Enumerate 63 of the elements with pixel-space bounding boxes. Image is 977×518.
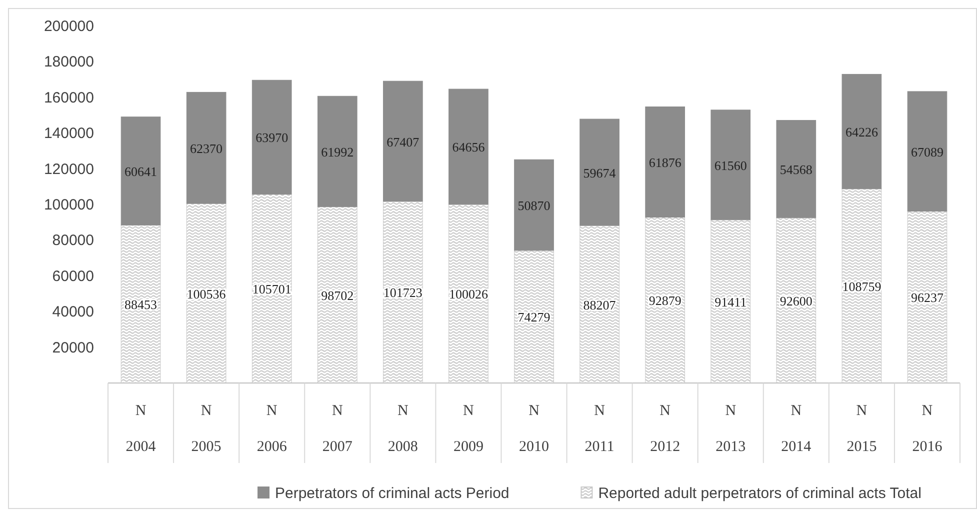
bar (907, 91, 948, 212)
data-label: 62370 (190, 140, 223, 156)
data-label: 61560 (714, 158, 747, 173)
data-label: 63970 (256, 130, 288, 146)
bar (120, 116, 161, 226)
data-label: 50870 (518, 198, 550, 214)
bar (186, 92, 226, 204)
y-tick-label: 100000 (44, 196, 94, 214)
bar (645, 106, 685, 218)
data-label: 59674 (583, 165, 616, 180)
y-tick-label: 20000 (52, 339, 94, 356)
data-label: 88207 (583, 297, 616, 312)
bar (317, 96, 358, 208)
data-label: 92879 (648, 293, 682, 308)
category-label: N 2016 (912, 403, 942, 455)
y-tick-label: 180000 (44, 54, 94, 71)
category-label: N 2014 (781, 403, 812, 455)
y-tick-label: 200000 (44, 18, 94, 35)
bar (252, 80, 292, 195)
data-label: 101723 (383, 285, 422, 300)
data-label: 100536 (186, 286, 226, 302)
legend-label: Reported adult perpetrators of criminal acts Total (598, 485, 922, 502)
category-label: N 2012 (650, 403, 680, 455)
category-label: N 2011 (584, 403, 614, 455)
data-label: 64226 (845, 124, 878, 140)
category-label: N 2004 (126, 403, 156, 455)
bar (580, 118, 620, 226)
category-label: N 2005 (191, 403, 222, 455)
category-label: N 2006 (256, 403, 287, 455)
bar (776, 120, 816, 218)
category-label: N 2010 (519, 403, 549, 455)
data-label: 108759 (842, 278, 882, 294)
data-label: 67089 (910, 144, 944, 160)
data-label: 105701 (252, 282, 292, 297)
data-label: 61992 (321, 144, 354, 160)
data-label: 91411 (714, 294, 747, 310)
data-label: 60641 (124, 164, 158, 179)
legend-label: Perpetrators of criminal acts Period (275, 485, 510, 502)
category-label: N 2007 (322, 403, 352, 455)
y-tick-label: 160000 (44, 89, 94, 106)
y-tick-label: 80000 (52, 232, 94, 250)
y-tick-label: 60000 (52, 268, 94, 285)
y-tick-label: 120000 (44, 160, 94, 178)
data-label: 61876 (648, 154, 682, 170)
bar (383, 80, 423, 202)
bar (448, 88, 488, 205)
data-label: 100026 (448, 286, 488, 302)
y-tick-label: 140000 (44, 125, 94, 142)
data-label: 74279 (518, 310, 550, 325)
category-label: N 2009 (453, 403, 484, 455)
data-label: 64656 (452, 140, 486, 155)
bar (842, 74, 882, 190)
data-label: 88453 (124, 297, 158, 312)
category-label: N 2015 (846, 403, 877, 455)
data-label: 67407 (386, 134, 420, 150)
data-label: 96237 (910, 290, 944, 306)
category-label: N 2013 (716, 403, 746, 455)
data-label: 54568 (780, 162, 812, 178)
data-label: 92600 (780, 293, 812, 308)
data-label: 98702 (321, 288, 354, 303)
y-tick-label: 40000 (52, 304, 94, 321)
category-label: N 2008 (388, 403, 418, 455)
bar (710, 110, 751, 220)
